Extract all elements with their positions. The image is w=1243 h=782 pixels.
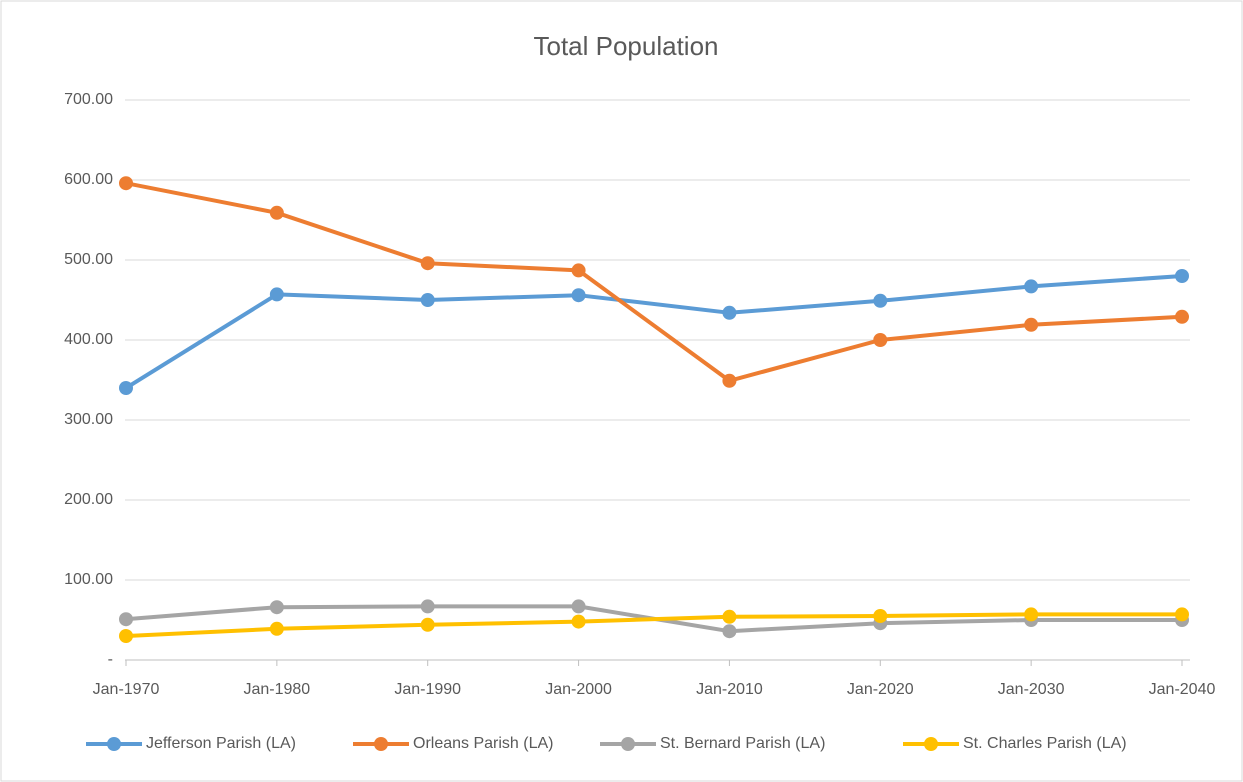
- point: [873, 293, 888, 308]
- point: [269, 600, 284, 615]
- point: [722, 609, 737, 624]
- x-tick-label: Jan-1980: [243, 681, 310, 698]
- point: [119, 176, 133, 191]
- legend-label: St. Charles Parish (LA): [963, 735, 1127, 752]
- point: [722, 305, 737, 320]
- point: [1024, 607, 1039, 622]
- point: [420, 293, 435, 307]
- series-line: [124, 274, 1183, 390]
- y-tick-label: 600.00: [64, 171, 113, 188]
- point: [1175, 309, 1189, 324]
- y-tick-label: 100.00: [64, 571, 113, 588]
- y-tick-label: 200.00: [64, 491, 113, 508]
- point: [420, 256, 435, 271]
- y-tick-label: 400.00: [64, 331, 113, 348]
- point: [119, 629, 133, 643]
- x-tick-label: Jan-2020: [847, 681, 914, 698]
- legend-label: Jefferson Parish (LA): [146, 735, 296, 752]
- series-line: [125, 181, 1183, 383]
- legend-marker: [924, 737, 938, 751]
- point: [119, 612, 133, 627]
- x-tick-label: Jan-2030: [998, 681, 1065, 698]
- legend-marker: [107, 737, 121, 751]
- point: [873, 333, 888, 347]
- point: [722, 373, 737, 388]
- point: [269, 287, 284, 302]
- point: [722, 624, 737, 639]
- point: [571, 599, 586, 614]
- x-tick-label: Jan-2000: [545, 681, 612, 698]
- y-tick-label: 500.00: [64, 251, 113, 268]
- point: [420, 599, 435, 614]
- point: [1024, 279, 1039, 294]
- y-tick-label: 300.00: [64, 411, 113, 428]
- point: [269, 205, 284, 220]
- legend-marker: [374, 737, 388, 751]
- point: [1024, 317, 1039, 332]
- series-line: [125, 612, 1182, 638]
- y-tick-label: 700.00: [64, 91, 113, 108]
- x-tick-label: Jan-1990: [394, 681, 461, 698]
- y-tick-label: -: [108, 651, 113, 668]
- point: [873, 609, 888, 623]
- point: [269, 621, 284, 636]
- x-tick-label: Jan-2010: [696, 681, 763, 698]
- point: [420, 617, 435, 632]
- x-tick-label: Jan-2040: [1149, 681, 1216, 698]
- legend-marker: [621, 737, 635, 751]
- legend-label: St. Bernard Parish (LA): [660, 735, 825, 752]
- point: [571, 614, 586, 629]
- point: [1175, 607, 1189, 622]
- x-tick-label: Jan-1970: [93, 681, 160, 698]
- legend-label: Orleans Parish (LA): [413, 735, 554, 752]
- point: [1175, 269, 1189, 283]
- point: [119, 381, 133, 395]
- point: [571, 263, 586, 278]
- point: [571, 288, 586, 303]
- chart-title: Total Population: [533, 31, 718, 61]
